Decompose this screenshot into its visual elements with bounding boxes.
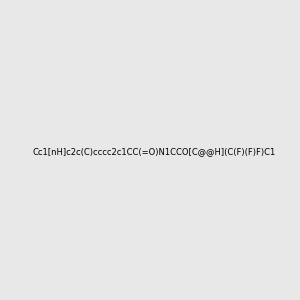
Text: Cc1[nH]c2c(C)cccc2c1CC(=O)N1CCO[C@@H](C(F)(F)F)C1: Cc1[nH]c2c(C)cccc2c1CC(=O)N1CCO[C@@H](C(… <box>32 147 275 156</box>
